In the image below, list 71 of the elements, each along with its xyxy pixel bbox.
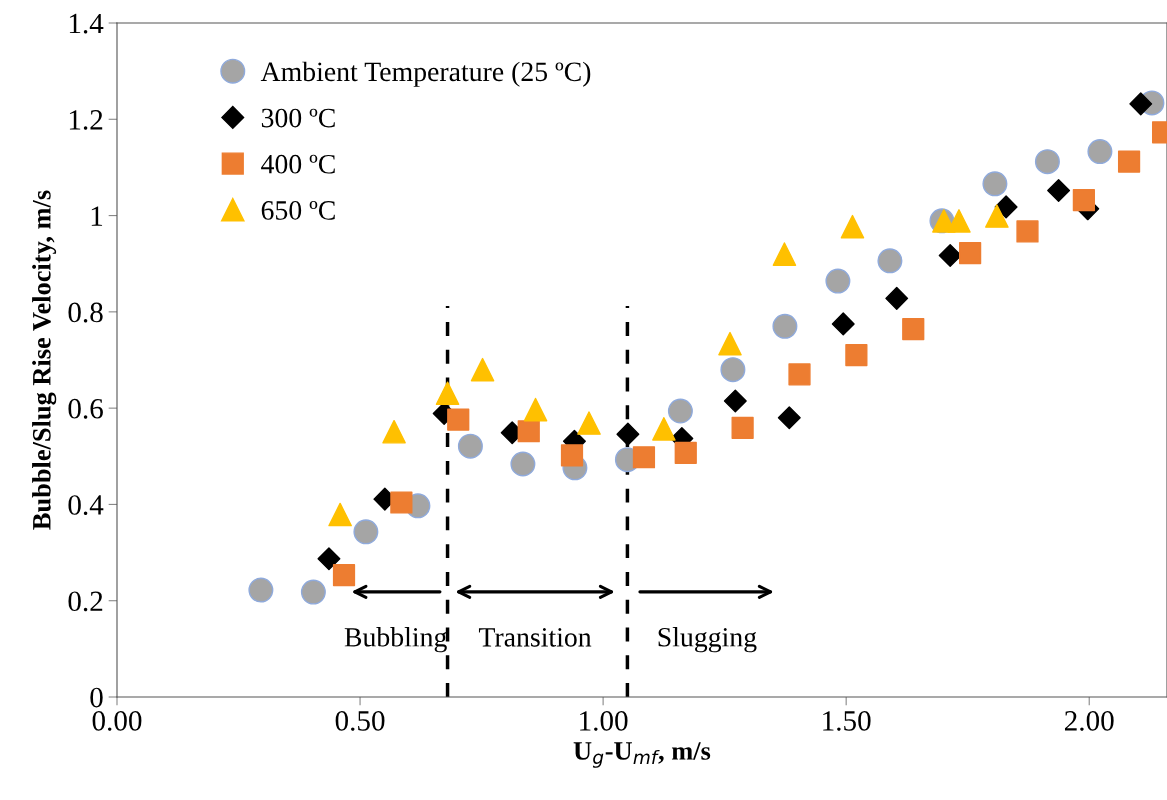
point bbox=[788, 363, 811, 386]
point bbox=[382, 419, 406, 444]
point bbox=[317, 547, 341, 571]
annotation: Bubbling bbox=[344, 627, 447, 653]
point bbox=[831, 312, 855, 336]
legend-label: 400 ºC bbox=[261, 154, 335, 174]
point bbox=[652, 417, 676, 441]
point bbox=[723, 389, 747, 413]
y-tick-label: 0.2 bbox=[68, 591, 103, 612]
y-tick-label: 0 bbox=[90, 687, 103, 708]
point bbox=[390, 491, 413, 514]
x-tick-label: 1.50 bbox=[823, 711, 871, 731]
point bbox=[674, 441, 697, 465]
x-tick-label: 0.00 bbox=[92, 711, 142, 731]
legend-label: 650 ºC bbox=[261, 201, 335, 220]
point bbox=[435, 381, 460, 406]
point bbox=[1117, 150, 1141, 173]
y-tick-label: 0.6 bbox=[68, 398, 103, 419]
point bbox=[332, 564, 356, 587]
point bbox=[1047, 179, 1071, 203]
point bbox=[731, 416, 754, 439]
point bbox=[772, 313, 798, 339]
point bbox=[517, 420, 540, 443]
x-axis-title: U$_{g}$-U$_{mf}$, m/s bbox=[573, 742, 711, 768]
point bbox=[1129, 92, 1153, 116]
point bbox=[959, 242, 982, 265]
point bbox=[718, 331, 742, 356]
point bbox=[938, 244, 962, 268]
point bbox=[1087, 139, 1113, 165]
y-tick-label: 0.8 bbox=[68, 302, 103, 323]
y-tick-label: 1.2 bbox=[69, 110, 103, 130]
x-tick-label: 0.50 bbox=[335, 711, 385, 731]
y-tick-label: 0.4 bbox=[68, 495, 104, 515]
point bbox=[902, 318, 925, 341]
legend-label: 300 ºC bbox=[261, 108, 335, 128]
point bbox=[447, 408, 470, 431]
annotation: Slugging bbox=[658, 627, 757, 653]
point bbox=[825, 268, 851, 294]
point bbox=[457, 433, 483, 459]
point bbox=[523, 397, 548, 422]
point bbox=[248, 577, 274, 603]
point bbox=[985, 204, 1009, 228]
legend-label: Ambient Temperature (25 ºC) bbox=[260, 61, 591, 87]
point bbox=[840, 214, 865, 239]
point bbox=[1034, 149, 1060, 175]
point bbox=[777, 406, 801, 430]
point bbox=[353, 519, 379, 545]
point bbox=[845, 344, 868, 367]
point bbox=[885, 286, 909, 310]
point bbox=[616, 422, 640, 446]
point bbox=[300, 579, 326, 605]
point bbox=[667, 398, 693, 424]
x-tick-label: 2.00 bbox=[1064, 711, 1114, 731]
point bbox=[577, 411, 601, 435]
point bbox=[947, 209, 971, 233]
x-tick-label: 1.00 bbox=[580, 711, 628, 731]
y-axis-title: Bubble/Slug Rise Velocity, m/s bbox=[32, 190, 57, 530]
point bbox=[560, 444, 584, 467]
point bbox=[772, 242, 797, 266]
annotation: Transition bbox=[478, 628, 592, 647]
point bbox=[510, 451, 536, 477]
point bbox=[877, 248, 903, 274]
y-tick-label: 1 bbox=[91, 206, 103, 226]
y-tick-label: 1.4 bbox=[69, 13, 104, 34]
point bbox=[720, 357, 746, 383]
point bbox=[982, 171, 1008, 197]
point bbox=[328, 502, 352, 527]
point bbox=[1072, 189, 1095, 212]
point bbox=[1016, 220, 1039, 243]
point bbox=[632, 446, 656, 469]
point bbox=[470, 357, 495, 382]
